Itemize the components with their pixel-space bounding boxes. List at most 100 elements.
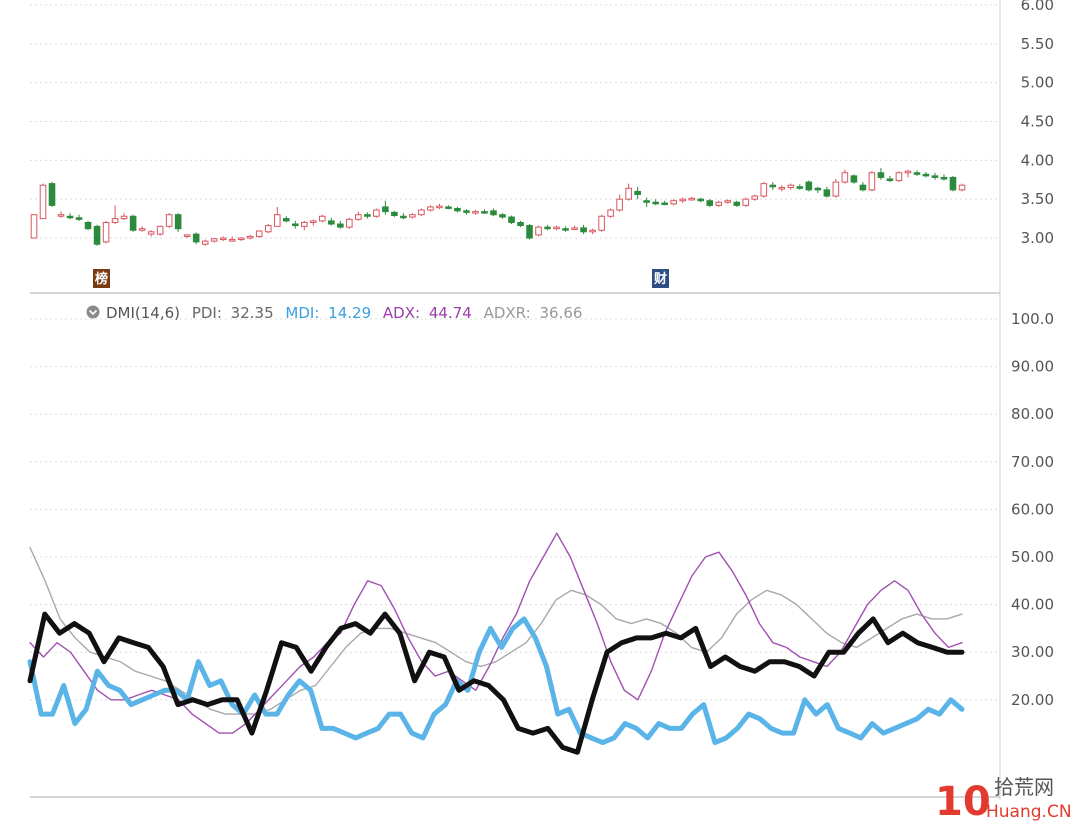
candle-body	[210, 238, 218, 242]
candle	[382, 200, 389, 215]
candle-body	[886, 178, 894, 182]
candle	[319, 214, 326, 223]
candle-body	[760, 183, 768, 197]
event-marker-cai[interactable]: 财	[652, 269, 669, 288]
candle	[102, 220, 110, 244]
candle	[688, 196, 696, 201]
candle-body	[427, 206, 434, 211]
candle-body	[273, 214, 281, 227]
candle	[57, 211, 65, 218]
candle	[436, 203, 443, 210]
legend-toggle-icon[interactable]	[86, 305, 100, 319]
candle	[427, 205, 434, 212]
candle	[895, 171, 903, 183]
candle-body	[445, 206, 452, 209]
candle-body	[931, 175, 939, 178]
adxr-line	[29, 546, 963, 715]
price-y-tick-label: 6.00	[1021, 0, 1054, 14]
candle	[156, 225, 164, 236]
candle-body	[400, 215, 407, 219]
event-marker-cai-box	[652, 269, 669, 288]
candle-body	[481, 211, 488, 214]
candle	[796, 184, 804, 190]
candle	[472, 210, 479, 215]
candle	[246, 234, 254, 240]
candle	[841, 169, 849, 184]
price-y-tick-label: 5.50	[1021, 35, 1054, 53]
event-marker-bang-box	[93, 269, 110, 288]
candle-body	[364, 214, 371, 217]
candle-body	[264, 225, 272, 233]
legend-title: DMI(14,6)	[106, 304, 180, 322]
candle-body	[300, 221, 308, 227]
candle-body	[958, 184, 966, 191]
dmi-y-tick-label: 20.00	[1011, 691, 1054, 709]
candle	[913, 170, 921, 176]
candle	[237, 237, 245, 242]
candle	[742, 197, 750, 207]
candle	[328, 217, 335, 226]
candle-body	[751, 195, 759, 200]
candle	[922, 171, 930, 178]
candle	[778, 185, 786, 192]
candle	[571, 225, 578, 231]
candle-body	[562, 228, 569, 231]
candle-body	[373, 209, 380, 217]
candle	[706, 199, 714, 207]
candle	[670, 199, 677, 206]
candle	[463, 209, 470, 215]
candle	[616, 194, 623, 212]
candle	[940, 174, 948, 181]
candle	[526, 224, 533, 240]
candle	[535, 225, 542, 237]
candle	[210, 238, 218, 243]
candle-body	[30, 214, 38, 239]
candle-body	[66, 215, 74, 219]
candle	[589, 228, 596, 235]
candle-body	[841, 172, 849, 183]
candle-body	[940, 176, 948, 180]
candle-body	[688, 197, 696, 201]
candle-body	[850, 175, 858, 183]
watermark-logo-number: 10	[935, 779, 991, 825]
legend-adxr-label: ADXR:	[484, 304, 531, 322]
event-marker-bang[interactable]: 榜	[93, 269, 110, 288]
candle-body	[463, 210, 470, 213]
candle-body	[832, 181, 840, 197]
watermark-cn-text: 拾荒网	[994, 775, 1054, 799]
dmi-y-tick-label: 50.00	[1011, 548, 1054, 566]
candle-body	[535, 226, 542, 236]
candle	[400, 213, 407, 220]
candle	[48, 182, 56, 207]
candle-body	[409, 214, 416, 218]
candle-body	[138, 228, 146, 231]
candle-body	[490, 210, 497, 216]
svg-text:DMI(14,6) PDI: 32.: DMI(14,6) PDI: 32.35 MDI: 14.29 ADX: 44.…	[106, 304, 582, 322]
candle	[859, 182, 867, 192]
dmi-y-tick-label: 90.00	[1011, 358, 1054, 376]
candle-body	[391, 211, 398, 216]
candle-body	[436, 205, 443, 209]
candle	[724, 199, 732, 204]
dmi-y-tick-label: 70.00	[1011, 453, 1054, 471]
candle-body	[255, 230, 263, 237]
dmi-y-tick-label: 100.0	[1011, 310, 1054, 328]
candle-body	[895, 172, 903, 182]
candle	[490, 208, 497, 217]
candle	[949, 175, 957, 192]
candle-body	[183, 234, 191, 237]
candle	[219, 236, 227, 242]
candle	[120, 213, 128, 221]
candle-body	[580, 227, 587, 233]
candle	[733, 200, 741, 207]
candle	[850, 174, 858, 184]
candle-body	[282, 218, 290, 222]
candle	[66, 213, 74, 220]
legend-pdi-value: 32.35	[231, 304, 274, 322]
candle	[868, 171, 876, 192]
adx-line	[29, 532, 963, 734]
dmi-lines	[27, 532, 965, 755]
candle-body	[418, 209, 425, 216]
price-y-tick-label: 3.00	[1021, 229, 1054, 247]
